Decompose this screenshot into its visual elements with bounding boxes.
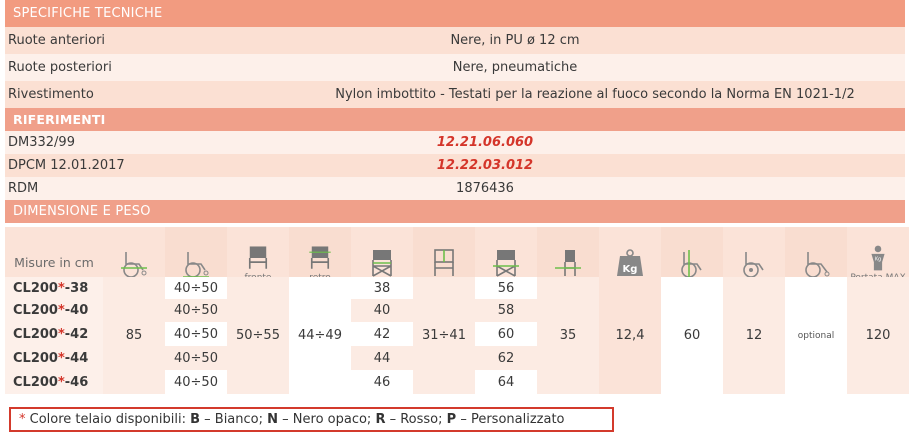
ref-value: 1876436 xyxy=(456,181,514,196)
spec-row: Rivestimento Nylon imbottito - Testati p… xyxy=(5,81,905,108)
ref-label: DPCM 12.01.2017 xyxy=(8,158,125,173)
ref-row: DM332/99 12.21.06.060 xyxy=(5,131,905,154)
value-length: 40÷50 xyxy=(165,299,227,322)
model-name: CL200 * -38 xyxy=(5,277,103,299)
value-weight: 12,4 xyxy=(599,277,661,394)
svg-text:Kg: Kg xyxy=(623,264,638,275)
note-text: – Bianco; xyxy=(200,412,268,427)
value-depth: 58 xyxy=(475,299,537,322)
note-text: – Rosso; xyxy=(385,412,447,427)
note-code: R xyxy=(375,412,386,427)
spec-value: Nylon imbottito - Testati per la reazion… xyxy=(335,87,855,102)
value-max-load: 120 xyxy=(847,277,909,394)
note-star: * xyxy=(19,412,26,427)
spec-value: Nere, pneumatiche xyxy=(452,60,578,75)
spec-sheet: SPECIFICHE TECNICHE Ruote anteriori Nere… xyxy=(5,0,909,394)
spec-value: Nere, in PU ø 12 cm xyxy=(450,33,580,48)
value-depth: 56 xyxy=(475,277,537,299)
value-length: 40÷50 xyxy=(165,322,227,346)
note-code: P xyxy=(446,412,457,427)
spec-label: Rivestimento xyxy=(8,87,94,102)
value-depth: 64 xyxy=(475,370,537,394)
color-note: * Colore telaio disponibili: B – Bianco;… xyxy=(9,407,614,432)
value-back: 44÷49 xyxy=(289,277,351,394)
dims-header: DIMENSIONE E PESO xyxy=(5,200,905,223)
note-text: – Nero opaco; xyxy=(278,412,376,427)
ref-row: RDM 1876436 xyxy=(5,177,905,200)
note-text: – Personalizzato xyxy=(456,412,565,427)
specs-header: SPECIFICHE TECNICHE xyxy=(5,0,905,27)
value-option: optional xyxy=(785,277,847,394)
value-depth: 62 xyxy=(475,346,537,370)
spec-label: Ruote posteriori xyxy=(8,60,112,75)
note-text: Colore telaio disponibili: xyxy=(25,412,191,427)
value-seat: 38 xyxy=(351,277,413,299)
spec-row: Ruote posteriori Nere, pneumatiche xyxy=(5,54,905,81)
value-length: 40÷50 xyxy=(165,370,227,394)
value-seat: 46 xyxy=(351,370,413,394)
ref-row: DPCM 12.01.2017 12.22.03.012 xyxy=(5,154,905,177)
value-height: 35 xyxy=(537,277,599,394)
model-name: CL200 * -44 xyxy=(5,346,103,370)
note-code: B xyxy=(190,412,201,427)
value-length: 40÷50 xyxy=(165,277,227,299)
value-depth: 60 xyxy=(475,322,537,346)
refs-header: RIFERIMENTI xyxy=(5,108,905,131)
ref-label: RDM xyxy=(8,181,39,196)
note-code: N xyxy=(267,412,279,427)
ref-label: DM332/99 xyxy=(8,135,75,150)
value-length: 40÷50 xyxy=(165,346,227,370)
value-seat: 42 xyxy=(351,322,413,346)
ref-value: 12.22.03.012 xyxy=(436,158,534,173)
value-wheel: 12 xyxy=(723,277,785,394)
dimension-table: Misure in cm fronte retro Kg xyxy=(5,227,909,394)
value-front: 50÷55 xyxy=(227,277,289,394)
model-name: CL200 * -46 xyxy=(5,370,103,394)
spec-row: Ruote anteriori Nere, in PU ø 12 cm xyxy=(5,27,905,54)
value-backrest: 31÷41 xyxy=(413,277,475,394)
value-seat: 40 xyxy=(351,299,413,322)
ref-value: 12.21.06.060 xyxy=(436,135,534,150)
model-name: CL200 * -40 xyxy=(5,299,103,322)
value-chair-height: 60 xyxy=(661,277,723,394)
value-width: 85 xyxy=(103,277,165,394)
svg-text:Kg: Kg xyxy=(875,256,881,262)
spec-label: Ruote anteriori xyxy=(8,33,106,48)
model-name: CL200 * -42 xyxy=(5,322,103,346)
value-seat: 44 xyxy=(351,346,413,370)
